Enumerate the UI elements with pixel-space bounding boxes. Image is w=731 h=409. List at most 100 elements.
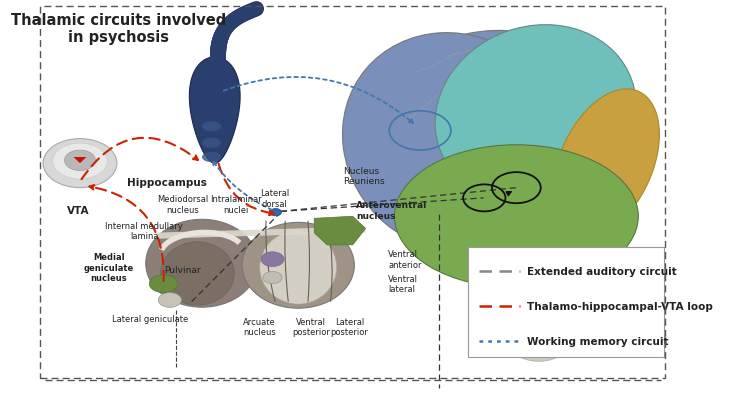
Ellipse shape: [213, 30, 230, 45]
Text: Extended auditory circuit: Extended auditory circuit: [527, 267, 677, 277]
Ellipse shape: [246, 6, 261, 16]
Text: Intralaminar
nuclei: Intralaminar nuclei: [210, 195, 262, 214]
Ellipse shape: [243, 7, 258, 17]
Ellipse shape: [395, 145, 638, 288]
Ellipse shape: [244, 7, 259, 17]
Ellipse shape: [210, 44, 226, 62]
Ellipse shape: [237, 9, 253, 20]
Ellipse shape: [64, 151, 95, 171]
Ellipse shape: [211, 36, 227, 53]
Ellipse shape: [230, 12, 247, 23]
Text: Ventral
lateral: Ventral lateral: [388, 274, 418, 294]
Ellipse shape: [219, 20, 237, 33]
Text: Lateral geniculate: Lateral geniculate: [113, 314, 189, 323]
Ellipse shape: [214, 27, 231, 42]
Ellipse shape: [219, 21, 236, 34]
Ellipse shape: [249, 5, 263, 15]
Polygon shape: [74, 157, 86, 164]
Ellipse shape: [238, 9, 254, 19]
Ellipse shape: [220, 19, 238, 32]
Ellipse shape: [224, 16, 242, 27]
Ellipse shape: [435, 26, 636, 204]
Polygon shape: [189, 58, 240, 164]
Polygon shape: [504, 278, 529, 355]
Ellipse shape: [216, 25, 232, 39]
Ellipse shape: [213, 31, 229, 47]
Ellipse shape: [210, 47, 226, 64]
Text: Arcuate
nucleus: Arcuate nucleus: [243, 317, 276, 337]
Ellipse shape: [214, 27, 231, 41]
Ellipse shape: [145, 220, 258, 308]
Text: Lateral
posterior: Lateral posterior: [330, 317, 368, 337]
Text: Working memory circuit: Working memory circuit: [527, 336, 669, 346]
Ellipse shape: [202, 153, 221, 163]
Ellipse shape: [229, 13, 246, 24]
Ellipse shape: [211, 40, 227, 56]
Ellipse shape: [553, 90, 659, 238]
Polygon shape: [314, 217, 366, 245]
Ellipse shape: [232, 11, 249, 22]
Circle shape: [149, 275, 178, 293]
Ellipse shape: [231, 12, 249, 22]
FancyBboxPatch shape: [469, 247, 664, 357]
Text: Pulvinar: Pulvinar: [164, 265, 201, 274]
Ellipse shape: [161, 242, 235, 306]
Ellipse shape: [210, 43, 226, 61]
Ellipse shape: [53, 144, 107, 180]
Ellipse shape: [216, 23, 234, 37]
Ellipse shape: [210, 45, 226, 63]
Text: Medial
geniculate
nucleus: Medial geniculate nucleus: [84, 253, 134, 283]
Ellipse shape: [215, 26, 232, 40]
Ellipse shape: [223, 17, 240, 28]
Ellipse shape: [366, 31, 642, 272]
Polygon shape: [157, 227, 366, 239]
Ellipse shape: [226, 15, 243, 26]
Ellipse shape: [245, 6, 260, 16]
Ellipse shape: [216, 24, 233, 38]
Ellipse shape: [240, 8, 256, 18]
Text: Thalamic circuits involved
in psychosis: Thalamic circuits involved in psychosis: [11, 13, 226, 45]
Ellipse shape: [211, 38, 227, 55]
Ellipse shape: [227, 14, 244, 25]
Ellipse shape: [211, 38, 227, 54]
Text: Mediodorsal
nucleus: Mediodorsal nucleus: [157, 195, 208, 214]
Ellipse shape: [343, 34, 568, 253]
Ellipse shape: [248, 5, 262, 15]
Ellipse shape: [225, 15, 243, 27]
Text: Lateral
dorsal: Lateral dorsal: [260, 189, 289, 208]
Ellipse shape: [211, 42, 227, 59]
Ellipse shape: [221, 18, 239, 30]
Ellipse shape: [211, 36, 227, 52]
Ellipse shape: [210, 50, 226, 68]
Ellipse shape: [211, 34, 228, 50]
Circle shape: [159, 293, 181, 308]
Ellipse shape: [529, 308, 587, 357]
Text: VTA: VTA: [67, 206, 89, 216]
Ellipse shape: [218, 22, 235, 35]
Ellipse shape: [211, 41, 227, 58]
Ellipse shape: [260, 231, 337, 304]
Ellipse shape: [235, 10, 251, 21]
Ellipse shape: [504, 308, 574, 362]
Text: Hippocampus: Hippocampus: [126, 177, 207, 187]
Text: Ventral
posterior: Ventral posterior: [292, 317, 330, 337]
Ellipse shape: [202, 122, 221, 132]
Ellipse shape: [222, 17, 240, 29]
Ellipse shape: [221, 18, 238, 31]
Text: Thalamo-hippocampal-VTA loop: Thalamo-hippocampal-VTA loop: [527, 301, 713, 311]
Ellipse shape: [202, 138, 221, 148]
Text: Internal medullary
lamina: Internal medullary lamina: [105, 221, 183, 240]
Ellipse shape: [212, 32, 229, 48]
Circle shape: [270, 209, 281, 216]
Ellipse shape: [239, 9, 255, 18]
Circle shape: [261, 252, 284, 267]
Ellipse shape: [242, 223, 355, 308]
Ellipse shape: [210, 49, 226, 67]
Ellipse shape: [217, 22, 235, 36]
Text: Ventral
anterior: Ventral anterior: [388, 250, 422, 269]
Text: Nucleus
Reuniens: Nucleus Reuniens: [343, 166, 385, 186]
Circle shape: [263, 272, 282, 284]
Ellipse shape: [228, 13, 246, 25]
Ellipse shape: [213, 28, 230, 43]
Ellipse shape: [236, 10, 252, 20]
